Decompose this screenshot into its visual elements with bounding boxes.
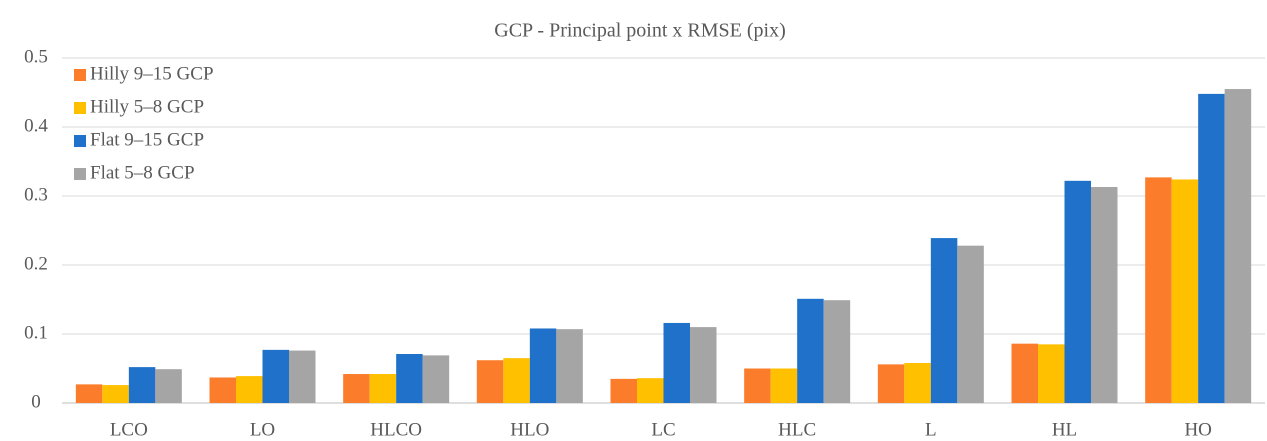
bar [556,329,583,403]
bar [236,376,263,403]
bar [1145,177,1172,403]
bar [1224,89,1252,404]
legend-label: Hilly 5–8 GCP [90,96,204,117]
bar [663,322,690,403]
bar [503,358,530,403]
bar [1171,179,1199,403]
chart-title: GCP - Principal point x RMSE (pix) [494,20,785,42]
bar [209,377,236,403]
bar [637,378,664,403]
x-tick-label: HLO [510,419,549,440]
bar [75,384,103,403]
bar [690,327,717,403]
y-tick-label: 0.3 [24,184,48,205]
y-tick-label: 0.1 [24,322,48,343]
y-tick-label: 0 [31,391,41,412]
y-tick-label: 0.4 [24,115,48,136]
legend-swatch [74,135,86,147]
bar [1064,180,1091,403]
x-tick-label: LO [250,419,275,440]
x-tick-label: HLC [778,419,816,440]
y-tick-label: 0.5 [24,46,48,67]
bar [128,367,156,403]
bar [422,355,450,403]
legend-label: Flat 5–8 GCP [90,162,195,183]
x-tick-label: L [925,419,937,440]
bar [1091,187,1118,403]
bar [396,354,423,403]
x-tick-label: HL [1052,419,1077,440]
bar [770,368,798,403]
bar [529,328,557,403]
legend-label: Flat 9–15 GCP [90,129,204,150]
bar [102,385,129,403]
legend-swatch [74,102,86,114]
bar [262,349,289,403]
x-tick-label: HO [1184,419,1211,440]
bar [610,378,637,403]
bar [289,350,316,403]
bar [930,238,958,403]
x-tick-label: LCO [110,419,148,440]
x-tick-label: LC [651,419,675,440]
legend-swatch [74,69,86,81]
bar [1038,344,1065,403]
bar [1011,343,1038,403]
bar [476,360,504,403]
bar [744,368,771,403]
bar [957,245,984,403]
bar [369,374,397,403]
bar [797,298,824,403]
x-tick-label: HLCO [370,419,422,440]
y-tick-label: 0.2 [24,253,48,274]
legend-label: Hilly 9–15 GCP [90,63,214,84]
bar [1198,93,1225,403]
bar [343,374,370,403]
legend-swatch [74,168,86,180]
bar [155,369,182,403]
bar [823,300,851,403]
bar [904,362,931,403]
bar [877,364,905,403]
